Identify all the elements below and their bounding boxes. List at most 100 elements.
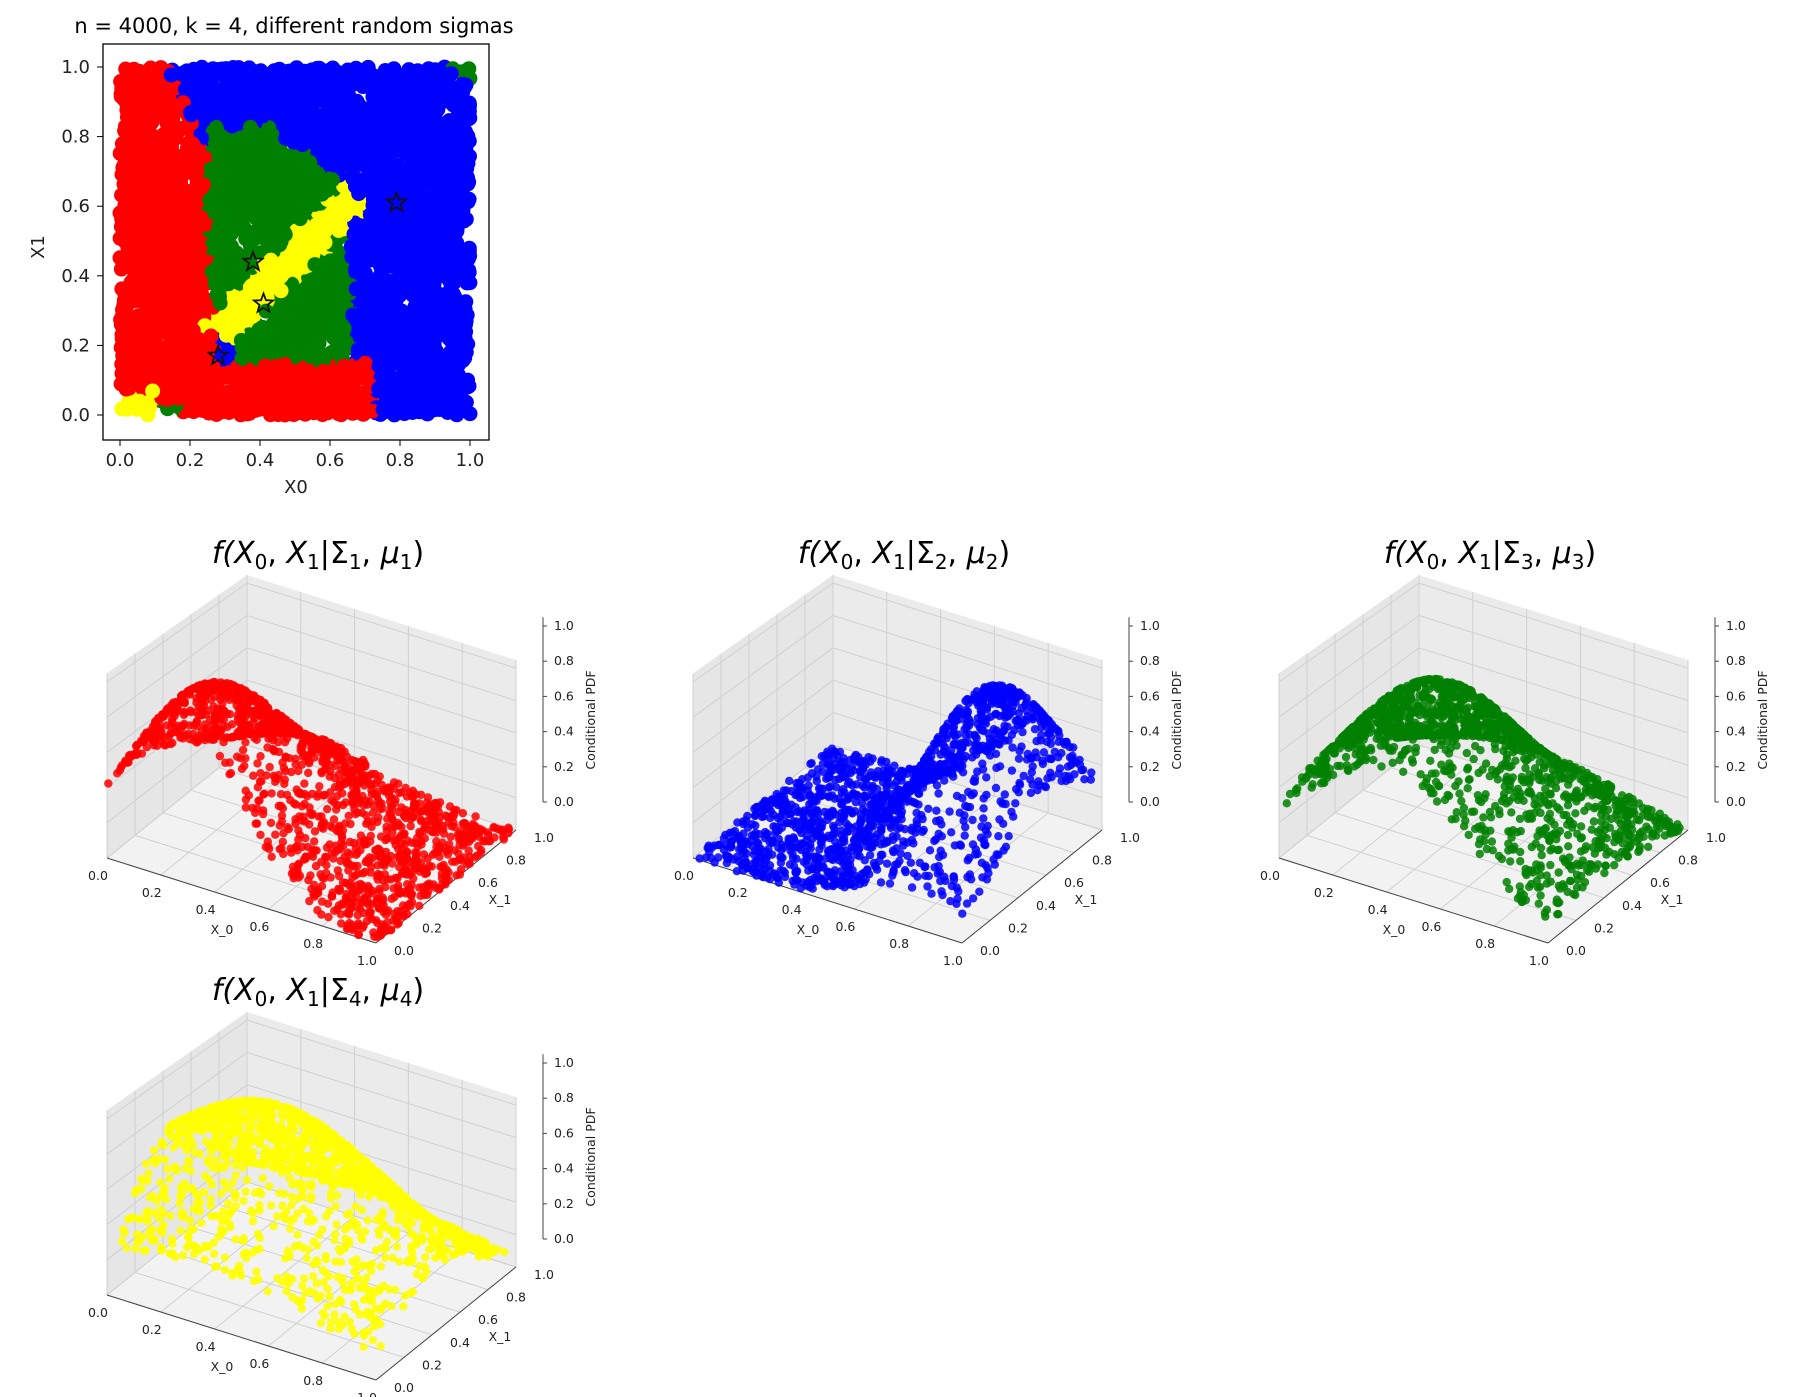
data-point <box>379 71 395 87</box>
data-point <box>345 64 361 79</box>
data-point <box>350 395 366 410</box>
data-point <box>352 156 368 172</box>
pdf-sample-point <box>401 813 410 823</box>
pdf-sample-point <box>344 811 353 820</box>
data-point <box>357 249 373 265</box>
data-point <box>237 394 253 410</box>
data-point <box>268 146 284 162</box>
data-point <box>461 61 477 77</box>
scatter-x-ticks: 0.0 0.2 0.4 0.6 0.8 1.0 <box>106 440 484 471</box>
pdf-sample-point <box>406 821 415 831</box>
data-point <box>386 300 401 316</box>
data-point <box>167 222 183 238</box>
pdf-sample-point <box>420 869 430 879</box>
data-point <box>192 342 208 358</box>
data-point <box>326 133 342 149</box>
data-point <box>277 407 293 423</box>
data-point <box>266 162 282 178</box>
data-point <box>208 120 224 136</box>
data-point <box>255 130 271 145</box>
pdf-sample-point <box>448 857 457 866</box>
pdf-sample-point <box>317 769 326 778</box>
pdf-3d-panel-1: f(X0, X1|Σ1, μ1) 0.00.20.40.60.81.00.00.… <box>88 536 598 968</box>
data-point <box>309 296 325 311</box>
data-point <box>410 63 426 79</box>
data-point <box>353 231 369 247</box>
data-point <box>227 363 243 379</box>
data-point <box>242 119 258 135</box>
data-point <box>362 214 378 230</box>
data-point <box>272 343 288 359</box>
data-point <box>356 340 372 356</box>
data-point <box>412 281 428 297</box>
data-point <box>176 338 192 353</box>
data-point <box>223 388 239 404</box>
data-point <box>309 60 325 76</box>
data-point <box>158 341 174 357</box>
data-point <box>252 376 268 392</box>
pdf-sample-point <box>304 768 313 778</box>
data-point <box>360 279 376 295</box>
y-tick-label: 0.2 <box>61 335 90 356</box>
data-point <box>459 104 475 120</box>
pdf-sample-point <box>270 712 279 722</box>
pdf-sample-point <box>447 822 456 831</box>
data-point <box>155 138 171 153</box>
data-point <box>135 238 151 254</box>
pdf-sample-point <box>452 871 461 880</box>
pdf-sample-point <box>367 790 376 799</box>
data-point <box>458 324 474 340</box>
data-point <box>302 154 318 170</box>
data-point <box>169 125 185 141</box>
data-point <box>311 133 327 149</box>
data-point <box>299 396 315 411</box>
pdf-sample-point <box>458 809 468 818</box>
data-point <box>151 77 167 93</box>
data-point <box>414 255 430 270</box>
data-point <box>332 392 348 408</box>
data-point <box>385 218 400 234</box>
data-point <box>115 302 131 318</box>
data-point <box>116 320 132 335</box>
data-point <box>220 104 236 119</box>
data-point <box>159 114 175 130</box>
data-point <box>289 75 305 91</box>
data-point <box>286 373 302 389</box>
data-point <box>125 286 140 302</box>
data-point <box>143 60 159 76</box>
data-point <box>226 304 241 320</box>
data-point <box>195 177 211 193</box>
data-point <box>185 66 201 82</box>
data-point <box>273 283 289 299</box>
data-point <box>460 194 476 210</box>
data-point <box>212 295 228 311</box>
data-point <box>347 134 363 149</box>
data-point <box>330 306 346 322</box>
data-point <box>197 400 212 416</box>
data-point <box>255 219 271 235</box>
data-point <box>452 261 468 277</box>
y-tick-label: 0.8 <box>61 127 90 148</box>
scatter-y-label: X1 <box>28 235 49 259</box>
data-point <box>436 134 452 150</box>
data-point <box>145 383 161 399</box>
data-point <box>240 365 256 381</box>
data-point <box>244 284 260 300</box>
data-point <box>373 268 389 284</box>
data-point <box>116 351 132 367</box>
pdf-sample-point <box>305 758 314 768</box>
data-point <box>311 335 327 351</box>
data-point <box>219 404 235 420</box>
data-point <box>253 84 269 100</box>
x-tick-label: 0.0 <box>106 450 135 471</box>
data-point <box>336 358 352 374</box>
data-point <box>283 124 298 139</box>
data-point <box>326 86 342 102</box>
data-point <box>204 264 220 280</box>
data-point <box>236 92 252 108</box>
data-point <box>139 362 155 378</box>
data-point <box>163 67 179 83</box>
x-tick-label: 0.4 <box>246 450 275 471</box>
data-point <box>295 137 310 153</box>
pdf-sample-point <box>298 752 308 761</box>
